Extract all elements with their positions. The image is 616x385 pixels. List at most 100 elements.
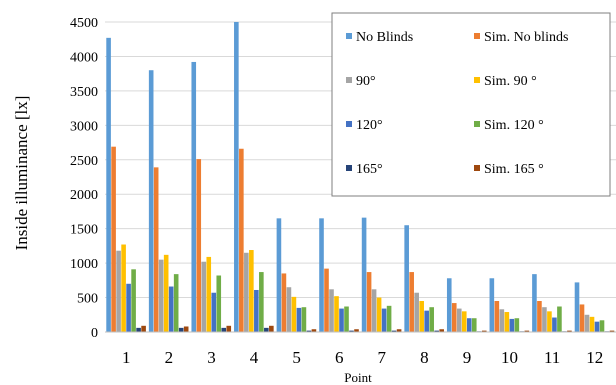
bar <box>306 330 312 332</box>
bar <box>419 301 424 332</box>
bar <box>234 22 239 332</box>
bar <box>121 244 126 332</box>
bar <box>286 287 292 332</box>
x-tick-label: 4 <box>250 348 259 367</box>
bar <box>296 307 302 332</box>
bar <box>301 307 307 332</box>
bar <box>264 327 269 332</box>
bar <box>311 329 317 332</box>
bar <box>451 303 457 332</box>
bar <box>319 218 324 332</box>
bar <box>116 250 121 332</box>
bar <box>557 306 562 332</box>
bar <box>594 321 600 332</box>
bar <box>429 307 434 332</box>
legend-box <box>331 12 611 197</box>
legend-label: Sim. 120 ° <box>484 118 544 133</box>
bar <box>349 330 354 332</box>
bar <box>183 326 189 332</box>
x-tick-label: 12 <box>586 348 603 367</box>
bar <box>532 274 537 332</box>
bar <box>163 254 169 332</box>
legend-label: Sim. 90 ° <box>484 74 537 89</box>
bar <box>276 218 282 332</box>
bar <box>173 274 179 332</box>
bar <box>153 167 159 332</box>
bar <box>567 330 572 332</box>
bar <box>244 252 249 332</box>
bar <box>196 159 202 332</box>
bar <box>131 269 136 332</box>
bar <box>494 301 500 332</box>
legend-label: Sim. No blinds <box>484 30 568 45</box>
x-tick-label: 2 <box>165 348 174 367</box>
bar <box>178 327 184 332</box>
y-tick-label: 500 <box>77 292 98 307</box>
bar <box>216 275 222 332</box>
bar <box>414 292 419 332</box>
legend: No Blinds Sim. No blinds 90° Sim. 90 ° 120° S… <box>331 12 611 197</box>
bar <box>269 325 274 332</box>
bar <box>324 268 329 332</box>
bar <box>334 296 339 332</box>
bar <box>514 318 520 332</box>
bar <box>249 250 254 332</box>
bar <box>434 330 439 332</box>
y-tick-label: 4500 <box>70 16 98 31</box>
bar <box>111 146 116 332</box>
x-tick-label: 8 <box>420 348 429 367</box>
y-tick-label: 2000 <box>70 188 98 203</box>
x-tick-label: 11 <box>544 348 560 367</box>
bar <box>201 261 207 332</box>
y-tick-label: 1500 <box>70 223 98 238</box>
bar <box>489 278 495 332</box>
bar <box>221 327 227 332</box>
legend-swatch <box>474 121 480 127</box>
legend-swatch <box>346 121 352 127</box>
legend-label: No Blinds <box>356 30 413 45</box>
bar <box>158 259 164 332</box>
bar <box>148 70 154 332</box>
bar <box>461 311 467 332</box>
legend-swatch <box>346 33 352 39</box>
legend-swatch <box>474 33 480 39</box>
bar <box>609 330 615 332</box>
x-tick-label: 10 <box>501 348 518 367</box>
bar <box>509 318 515 332</box>
legend-label: Sim. 165 ° <box>484 162 544 177</box>
bar <box>391 330 397 332</box>
bar <box>106 37 111 332</box>
bar <box>396 329 402 332</box>
bar <box>354 329 359 332</box>
bar <box>584 314 590 332</box>
bar <box>191 61 197 332</box>
legend-label: 120° <box>356 118 383 133</box>
bar <box>136 327 141 332</box>
x-axis: 1 2 3 4 5 6 7 8 9 10 11 12 <box>105 331 616 367</box>
bar <box>291 296 297 332</box>
bar <box>504 312 510 332</box>
bar <box>537 301 542 332</box>
bar <box>574 282 580 332</box>
bar <box>542 307 547 332</box>
bar <box>524 330 530 332</box>
legend-swatch <box>474 165 480 171</box>
bar <box>424 310 429 332</box>
x-tick-label: 3 <box>207 348 216 367</box>
bar <box>547 311 552 332</box>
bar <box>499 309 505 332</box>
y-tick-label: 1000 <box>70 257 98 272</box>
bar-series-group <box>106 22 615 332</box>
bar <box>361 217 367 332</box>
bar <box>259 272 264 332</box>
y-tick-label: 0 <box>91 326 98 341</box>
bar <box>281 273 287 332</box>
bar <box>552 317 557 332</box>
bar <box>206 256 212 332</box>
y-tick-label: 3000 <box>70 119 98 134</box>
x-tick-label: 5 <box>292 348 301 367</box>
x-tick-label: 9 <box>463 348 472 367</box>
bar <box>471 318 477 332</box>
y-tick-label: 4000 <box>70 50 98 65</box>
